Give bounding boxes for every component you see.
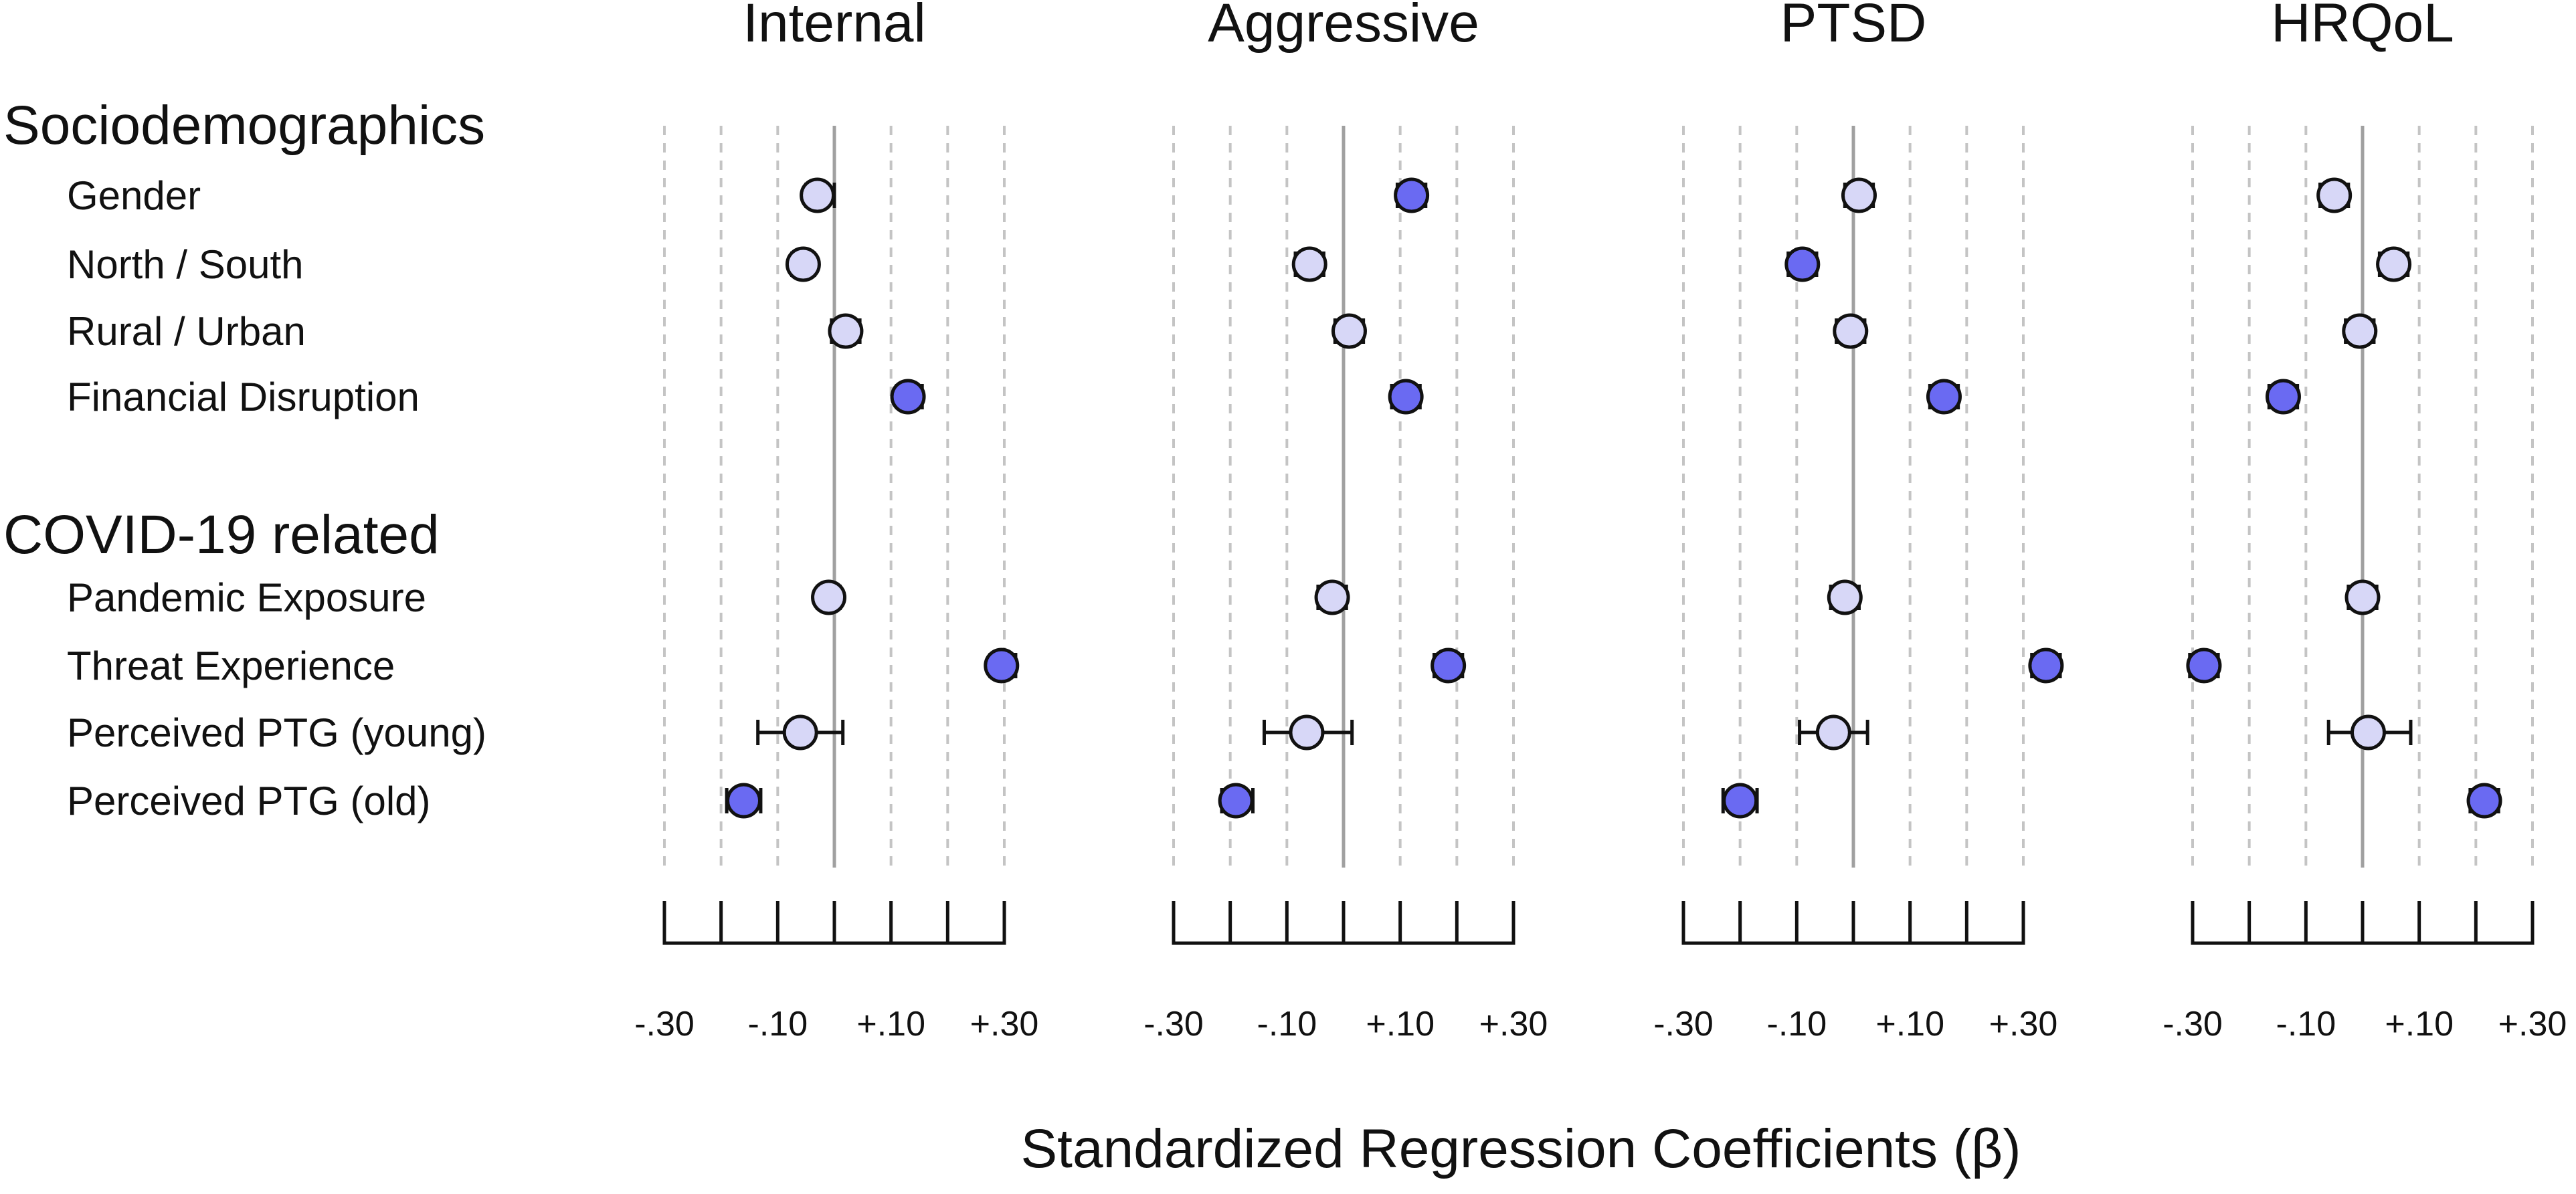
- row-label: Financial Disruption: [67, 375, 420, 419]
- coefficient-point: [2316, 177, 2353, 213]
- coefficient-point: [1331, 313, 1367, 349]
- coefficient-point: [811, 579, 847, 615]
- row-label: Perceived PTG (young): [67, 710, 486, 755]
- coefficient-point: [2376, 246, 2412, 282]
- row-label: North / South: [67, 242, 304, 287]
- coefficient-point: [828, 313, 864, 349]
- x-tick-label: +.30: [2498, 1005, 2567, 1043]
- x-tick-label: +.30: [1479, 1005, 1548, 1043]
- coefficient-point: [1784, 246, 1821, 282]
- row-label: Threat Experience: [67, 643, 395, 688]
- coefficient-point: [890, 379, 926, 415]
- x-tick-label: +.30: [970, 1005, 1039, 1043]
- x-tick-label: +.30: [1989, 1005, 2058, 1043]
- coefficient-point: [2350, 714, 2386, 751]
- section-title: Sociodemographics: [3, 95, 485, 156]
- x-tick-label: -.10: [1257, 1005, 1317, 1043]
- coefficient-point: [1394, 177, 1430, 213]
- coefficient-point: [1926, 379, 1962, 415]
- panel-title: HRQoL: [2271, 0, 2454, 54]
- coefficient-point: [2186, 648, 2222, 684]
- panel-title: PTSD: [1780, 0, 1927, 54]
- coefficient-point: [1314, 579, 1350, 615]
- row-label: Pandemic Exposure: [67, 575, 426, 620]
- section-title: COVID-19 related: [3, 504, 440, 565]
- coefficient-point: [2028, 648, 2064, 684]
- coefficient-point: [1289, 714, 1325, 751]
- x-tick-label: +.10: [856, 1005, 925, 1043]
- coefficient-point: [1722, 783, 1758, 819]
- coefficient-point: [1388, 379, 1424, 415]
- x-axis-label: Standardized Regression Coefficients (β): [1020, 1118, 2021, 1179]
- coefficient-point: [2344, 579, 2381, 615]
- x-tick-label: +.10: [1366, 1005, 1435, 1043]
- x-tick-label: -.10: [748, 1005, 808, 1043]
- coefficient-point: [2466, 783, 2502, 819]
- coefficient-point: [1291, 246, 1327, 282]
- row-label: Perceived PTG (old): [67, 779, 431, 823]
- coefficient-point: [1431, 648, 1467, 684]
- coefficient-point: [785, 246, 821, 282]
- coefficient-point: [800, 177, 836, 213]
- coefficient-point: [1218, 783, 1254, 819]
- x-tick-label: -.10: [1767, 1005, 1827, 1043]
- coefficient-point: [782, 714, 818, 751]
- x-tick-label: +.10: [2385, 1005, 2454, 1043]
- panel-title: Aggressive: [1208, 0, 1479, 54]
- coefficient-point: [1841, 177, 1877, 213]
- coefficient-point: [1827, 579, 1863, 615]
- x-tick-label: -.30: [1143, 1005, 1204, 1043]
- x-tick-label: -.30: [634, 1005, 695, 1043]
- coefficient-point: [1815, 714, 1851, 751]
- x-tick-label: -.30: [2163, 1005, 2223, 1043]
- coefficient-point: [2342, 313, 2378, 349]
- coefficient-point: [1833, 313, 1869, 349]
- coefficient-point: [2265, 379, 2301, 415]
- panel-title: Internal: [743, 0, 926, 54]
- x-tick-label: -.10: [2276, 1005, 2336, 1043]
- row-label: Rural / Urban: [67, 309, 306, 354]
- x-tick-label: +.10: [1875, 1005, 1944, 1043]
- coefficient-point: [984, 648, 1020, 684]
- x-tick-label: -.30: [1653, 1005, 1714, 1043]
- coefficient-point: [726, 783, 762, 819]
- row-label: Gender: [67, 173, 201, 218]
